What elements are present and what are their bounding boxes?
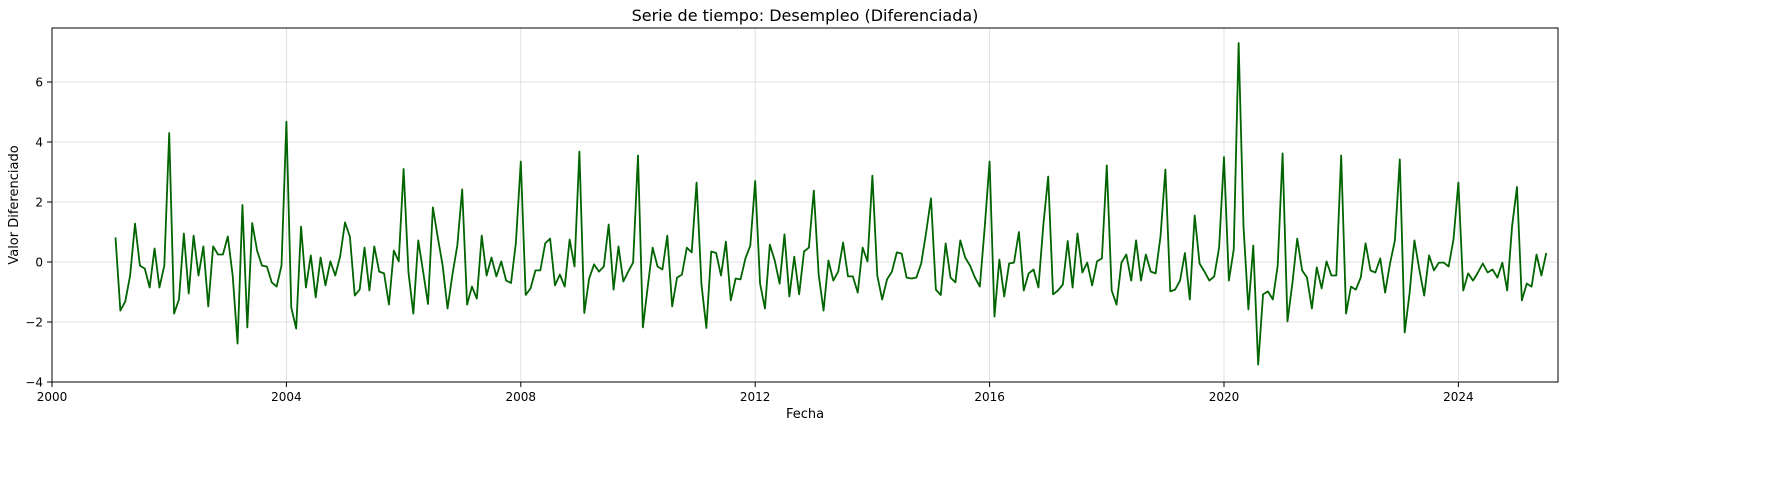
- x-tick-label: 2020: [1209, 390, 1240, 404]
- y-tick-label: 4: [35, 136, 43, 150]
- y-tick-label: −4: [25, 376, 43, 390]
- y-axis-label: Valor Diferenciado: [7, 145, 22, 264]
- ticks: 2000 2004 2008 2012 2016 2020 2024 −4 −2 0 2 4 6: [25, 76, 1473, 405]
- plot-frame: [51, 27, 1559, 383]
- x-axis-label: Fecha: [786, 407, 824, 422]
- series-layer: [114, 42, 1548, 366]
- series-line: [114, 42, 1548, 366]
- x-tick-label: 2004: [271, 390, 302, 404]
- y-tick-label: 2: [35, 196, 43, 210]
- grid: [51, 28, 1558, 383]
- y-tick-label: 6: [35, 76, 43, 90]
- y-tick-label: −2: [25, 316, 43, 330]
- x-tick-label: 2000: [37, 390, 68, 404]
- y-tick-label: 0: [35, 256, 43, 270]
- chart-title: Serie de tiempo: Desempleo (Diferenciada…: [632, 6, 979, 25]
- x-tick-label: 2012: [740, 390, 771, 404]
- x-tick-label: 2024: [1443, 390, 1474, 404]
- x-tick-label: 2008: [506, 390, 537, 404]
- x-tick-label: 2016: [974, 390, 1005, 404]
